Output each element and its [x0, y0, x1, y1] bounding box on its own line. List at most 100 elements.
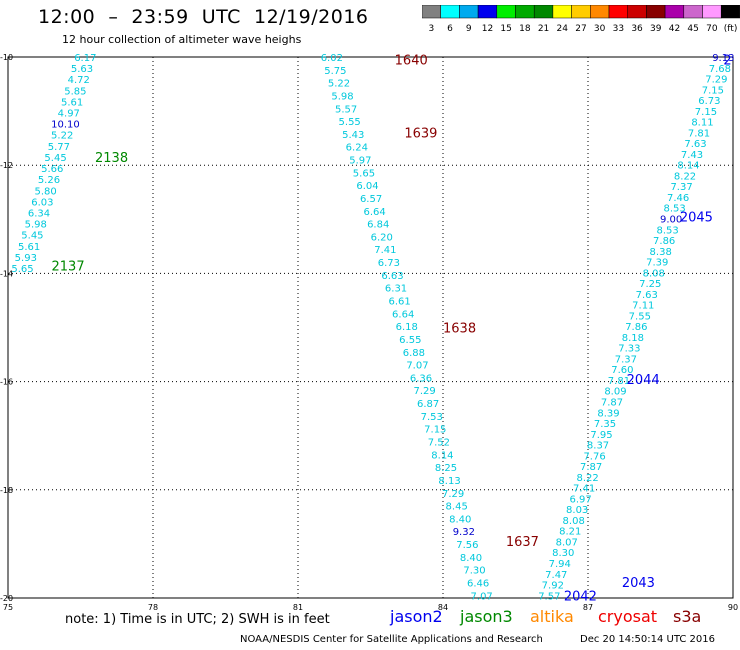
swh-value: 7.07 — [406, 361, 428, 372]
swh-value: 7.95 — [590, 430, 612, 441]
swh-value: 7.41 — [374, 245, 396, 256]
swh-value: 7.29 — [442, 489, 464, 500]
colorbar-label: 9 — [466, 24, 472, 34]
swh-value: 8.40 — [460, 553, 482, 564]
swh-value: 7.52 — [428, 437, 450, 448]
swh-value: 6.20 — [371, 232, 393, 243]
colorbar-label: 70 — [706, 24, 718, 34]
swh-value: 6.64 — [364, 207, 386, 218]
swh-value: 7.47 — [545, 570, 567, 581]
colorbar-label: 6 — [447, 24, 453, 34]
swh-value: 7.15 — [702, 85, 724, 96]
swh-value: 8.39 — [597, 408, 619, 419]
swh-value: 7.37 — [615, 354, 637, 365]
lon-tick-label: 78 — [148, 603, 158, 612]
swh-value: 8.13 — [438, 476, 460, 487]
swh-value: 7.76 — [583, 451, 605, 462]
colorbar-label: 27 — [575, 24, 586, 34]
swh-value: 6.88 — [403, 348, 425, 359]
swh-value: 8.09 — [604, 387, 626, 398]
swh-value: 7.86 — [653, 236, 675, 247]
colorbar-label: 15 — [500, 24, 511, 34]
swh-value: 5.98 — [331, 91, 353, 102]
lat-tick-label: -16 — [0, 378, 13, 387]
swh-value: 8.03 — [566, 505, 588, 516]
swh-value: 7.43 — [681, 150, 703, 161]
swh-value: 5.98 — [25, 220, 47, 231]
swh-value: 5.43 — [342, 130, 364, 141]
swh-value: 7.57 — [538, 591, 560, 602]
lon-tick-label: 87 — [583, 603, 593, 612]
swh-value: 5.77 — [48, 142, 70, 153]
swh-value: 7.46 — [667, 193, 689, 204]
swh-value: 6.55 — [399, 335, 421, 346]
swh-value: 5.26 — [38, 175, 60, 186]
swh-value: 6.03 — [31, 197, 53, 208]
swh-value: 8.07 — [556, 537, 578, 548]
swh-value: 7.63 — [684, 139, 706, 150]
swh-value: 8.18 — [622, 333, 644, 344]
colorbar-label: 30 — [594, 24, 606, 34]
swh-value: 7.30 — [463, 566, 485, 577]
pass-time-label: 1637 — [506, 535, 539, 550]
wave-height-colorbar: 3 6 9 12 15 18 21 24 27 30 33 36 39 42 45 70 (ft) — [422, 5, 740, 34]
swh-value: 7.35 — [594, 419, 616, 430]
pass-time-label: 2 — [723, 54, 731, 69]
swh-value: 6.57 — [360, 194, 382, 205]
swh-value: 7.29 — [705, 75, 727, 86]
colorbar-label: 18 — [519, 24, 531, 34]
lat-tick-label: -20 — [0, 594, 13, 603]
swh-value: 7.87 — [580, 462, 602, 473]
swh-value: 6.73 — [698, 96, 720, 107]
lon-tick-label: 90 — [728, 603, 738, 612]
swh-value: 8.53 — [657, 225, 679, 236]
colorbar-label: 12 — [482, 24, 493, 34]
swh-value: 8.14 — [431, 450, 453, 461]
swh-value: 5.75 — [324, 66, 346, 77]
swh-value: 6.87 — [417, 399, 439, 410]
swh-value: 6.73 — [378, 258, 400, 269]
swh-value: 8.53 — [663, 204, 685, 215]
swh-value: 7.94 — [549, 559, 571, 570]
credit-text: NOAA/NESDIS Center for Satellite Applica… — [240, 634, 543, 645]
swh-value: 7.81 — [608, 376, 630, 387]
swh-value: 5.61 — [61, 97, 83, 108]
colorbar-label: 33 — [613, 24, 624, 34]
swh-value: 7.07 — [471, 591, 493, 602]
colorbar-label: 21 — [538, 24, 549, 34]
swh-value: 8.14 — [677, 161, 699, 172]
swh-value: 6.46 — [467, 578, 489, 589]
pass-time-label: 2137 — [52, 259, 85, 274]
legend-jason2: jason2 — [390, 607, 443, 626]
pass-time-label: 2042 — [564, 589, 597, 604]
swh-value: 7.56 — [456, 540, 478, 551]
swh-value: 5.63 — [71, 64, 93, 75]
swh-value: 6.63 — [381, 271, 403, 282]
swh-value: 6.64 — [392, 309, 414, 320]
swh-value: 6.24 — [346, 143, 368, 154]
swh-value: 5.22 — [328, 79, 350, 90]
colorbar-label: 39 — [650, 24, 662, 34]
swh-value: 6.34 — [28, 208, 50, 219]
colorbar-label: 36 — [631, 24, 643, 34]
swh-value: 5.65 — [11, 264, 33, 275]
swh-value: 6.97 — [570, 494, 592, 505]
swh-value: 7.39 — [646, 258, 668, 269]
swh-value: 6.02 — [321, 53, 343, 64]
swh-value: 4.97 — [58, 109, 80, 120]
swh-value: 9.00 — [660, 214, 682, 225]
note-text: note: 1) Time is in UTC; 2) SWH is in fe… — [65, 612, 330, 627]
map-frame — [7, 56, 734, 599]
lat-tick-label: -14 — [0, 269, 13, 278]
swh-value: 6.61 — [388, 297, 410, 308]
legend-jason3: jason3 — [460, 607, 513, 626]
lon-tick-label: 84 — [438, 603, 448, 612]
pass-time-label: 2043 — [622, 576, 655, 591]
swh-value: 4.72 — [68, 75, 90, 86]
swh-value: 8.22 — [674, 171, 696, 182]
colorbar-label: 24 — [557, 24, 569, 34]
lon-tick-label: 75 — [3, 603, 13, 612]
swh-value: 6.31 — [385, 284, 407, 295]
swh-value: 5.80 — [35, 186, 57, 197]
swh-value: 7.29 — [413, 386, 435, 397]
